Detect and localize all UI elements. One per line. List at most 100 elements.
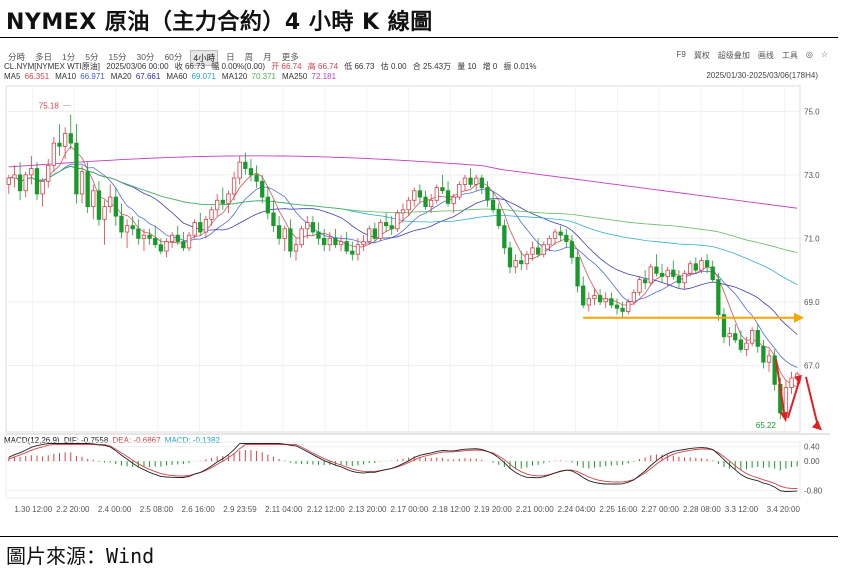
candle-body bbox=[406, 199, 411, 211]
tool-item-5[interactable]: ◎ bbox=[805, 50, 813, 59]
candle-body bbox=[688, 263, 693, 274]
candle-body bbox=[181, 241, 186, 249]
period-tab-11[interactable]: 更多 bbox=[281, 52, 299, 62]
candle-body bbox=[79, 171, 85, 195]
low-label: 低 66.73 bbox=[344, 62, 375, 71]
macd-value: MACD: -0.1382 bbox=[164, 436, 220, 445]
candle-body bbox=[451, 196, 456, 204]
time-tick-label: 2.13 20:00 bbox=[349, 505, 387, 514]
tool-item-0[interactable]: F9 bbox=[676, 50, 686, 59]
time-tick-label: 1.30 12:00 bbox=[14, 505, 52, 514]
candle-body bbox=[434, 187, 439, 201]
candle-body bbox=[12, 174, 17, 179]
price-tick-label: 73.0 bbox=[804, 171, 820, 180]
ma-label-1: MA10 bbox=[55, 72, 79, 81]
red-arrow-up-head bbox=[793, 374, 802, 384]
candle-body bbox=[147, 234, 152, 239]
candle-body bbox=[327, 237, 332, 246]
period-tab-3[interactable]: 5分 bbox=[85, 52, 99, 62]
candle-body bbox=[361, 241, 366, 246]
time-tick-label: 2.18 12:00 bbox=[432, 505, 470, 514]
tool-item-6[interactable]: ☆ bbox=[820, 50, 828, 59]
min-price-label: 65.22 bbox=[756, 421, 777, 430]
period-tab-0[interactable]: 分時 bbox=[8, 52, 26, 62]
period-tab-5[interactable]: 30分 bbox=[136, 52, 155, 62]
period-tab-2[interactable]: 1分 bbox=[62, 52, 76, 62]
red-arrow-down bbox=[774, 358, 786, 418]
time-tick-label: 2.6 16:00 bbox=[182, 505, 216, 514]
candle-body bbox=[248, 168, 254, 176]
time-tick-label: 2.25 16:00 bbox=[599, 505, 637, 514]
ma-value-4: 70.371 bbox=[251, 72, 276, 81]
period-tab-8[interactable]: 日 bbox=[226, 52, 235, 62]
candle-body bbox=[671, 269, 676, 277]
period-tab-7[interactable]: 4小時 bbox=[190, 50, 219, 66]
macd-tick-label: -0.80 bbox=[804, 487, 823, 496]
ma-value-1: 66.971 bbox=[80, 72, 105, 81]
ma-value-3: 69.071 bbox=[191, 72, 216, 81]
volume-label: 量 10 bbox=[457, 62, 477, 71]
candle-body bbox=[727, 333, 732, 338]
time-tick-label: 3.3 12:00 bbox=[725, 505, 759, 514]
oi-change-label: 增 0 bbox=[482, 62, 498, 71]
max-price-label: 75.18 bbox=[39, 102, 60, 111]
candle-body bbox=[733, 333, 738, 341]
change-label: 幅 0.00%(0.00) bbox=[211, 62, 266, 71]
candle-body bbox=[682, 272, 687, 284]
time-tick-label: 2.17 00:00 bbox=[390, 505, 428, 514]
candle-body bbox=[74, 142, 79, 195]
ma-value-5: 72.181 bbox=[311, 72, 337, 81]
candle-body bbox=[243, 161, 248, 169]
macd-dif: DIF: -0.7558 bbox=[63, 436, 109, 445]
candle-body bbox=[237, 161, 242, 179]
candle-body bbox=[186, 234, 192, 249]
tool-toolbar: F9 冀权 超级叠加 画线 工具 ◎ ☆ bbox=[677, 50, 829, 61]
candle-body bbox=[395, 212, 400, 230]
candle-body bbox=[772, 355, 777, 385]
period-tab-10[interactable]: 月 bbox=[263, 52, 272, 62]
candle-body bbox=[6, 177, 11, 185]
candle-body bbox=[513, 260, 518, 268]
candle-body bbox=[738, 339, 744, 350]
candle-body bbox=[496, 209, 501, 227]
candle-body bbox=[755, 330, 760, 347]
candle-body bbox=[293, 244, 299, 252]
candle-body bbox=[519, 260, 524, 265]
macd-dea-line bbox=[8, 444, 798, 489]
period-tab-9[interactable]: 周 bbox=[244, 52, 254, 62]
candle-body bbox=[603, 298, 608, 303]
macd-name: MACD(12,26,9) bbox=[4, 436, 60, 445]
candle-body bbox=[665, 269, 670, 277]
time-tick-label: 2.5 08:00 bbox=[140, 505, 174, 514]
tool-item-2[interactable]: 超级叠加 bbox=[717, 51, 750, 60]
period-tab-6[interactable]: 60分 bbox=[164, 52, 183, 62]
candle-body bbox=[254, 174, 259, 182]
candle-body bbox=[338, 241, 344, 246]
candle-body bbox=[462, 177, 468, 185]
tool-item-1[interactable]: 冀权 bbox=[693, 51, 710, 60]
candle-body bbox=[29, 168, 34, 176]
tool-item-3[interactable]: 画线 bbox=[757, 51, 774, 60]
candle-body bbox=[440, 187, 445, 192]
tool-item-4[interactable]: 工具 bbox=[781, 51, 798, 60]
candle-body bbox=[164, 241, 169, 252]
candle-body bbox=[260, 180, 265, 198]
candle-body bbox=[57, 142, 62, 147]
candle-body bbox=[761, 345, 766, 363]
period-tab-4[interactable]: 15分 bbox=[108, 52, 127, 62]
candle-body bbox=[276, 225, 282, 239]
candle-body bbox=[789, 377, 794, 388]
candle-body bbox=[474, 177, 479, 185]
datetime-label: 2025/03/06 00:00 bbox=[106, 62, 169, 71]
candle-body bbox=[485, 187, 490, 201]
candle-body bbox=[710, 266, 715, 281]
candle-body bbox=[552, 231, 558, 239]
period-tab-1[interactable]: 多日 bbox=[35, 52, 53, 62]
candle-body bbox=[175, 234, 180, 242]
ma-label-5: MA250 bbox=[281, 72, 310, 81]
candle-body bbox=[417, 190, 423, 198]
swing-label: 振 0.01% bbox=[503, 62, 537, 71]
ma-label-4: MA120 bbox=[221, 72, 250, 81]
macd-tick-label: 0.00 bbox=[804, 457, 820, 466]
candle-body bbox=[429, 199, 434, 208]
